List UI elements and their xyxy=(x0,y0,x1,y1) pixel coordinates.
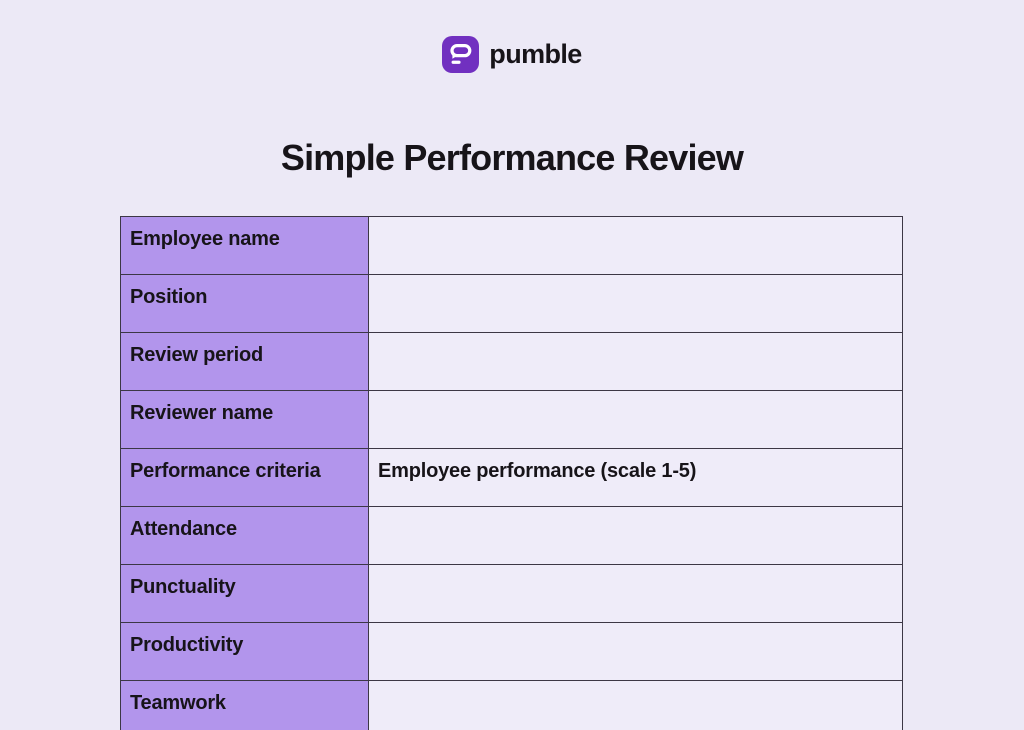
table-row: Employee name xyxy=(120,216,903,275)
row-label: Review period xyxy=(120,332,369,391)
table-row: Reviewer name xyxy=(120,390,903,449)
row-value xyxy=(368,216,903,275)
pumble-speech-bubble-icon xyxy=(442,36,480,73)
row-value xyxy=(368,506,903,565)
review-table-body: Employee name Position Review period Review… xyxy=(120,216,903,730)
row-label: Productivity xyxy=(120,622,369,681)
row-label: Performance criteria xyxy=(120,448,369,507)
brand-logo: pumble xyxy=(0,36,1024,73)
table-row: Position xyxy=(120,274,903,333)
row-label: Attendance xyxy=(120,506,369,565)
table-row: Performance criteria Employee performance… xyxy=(120,448,903,507)
row-value: Employee performance (scale 1-5) xyxy=(368,448,903,507)
table-row: Teamwork xyxy=(120,680,903,730)
brand-wordmark: pumble xyxy=(489,39,582,69)
row-label: Teamwork xyxy=(120,680,369,730)
table-row: Review period xyxy=(120,332,903,391)
row-value xyxy=(368,680,903,730)
row-label: Employee name xyxy=(120,216,369,275)
row-label: Position xyxy=(120,274,369,333)
row-value xyxy=(368,564,903,623)
table-row: Attendance xyxy=(120,506,903,565)
row-value xyxy=(368,390,903,449)
row-value xyxy=(368,274,903,333)
table-row: Punctuality xyxy=(120,564,903,623)
row-value xyxy=(368,622,903,681)
row-label: Punctuality xyxy=(120,564,369,623)
page-title: Simple Performance Review xyxy=(280,137,744,178)
row-label: Reviewer name xyxy=(120,390,369,449)
performance-review-table: Employee name Position Review period Review… xyxy=(120,216,903,730)
row-value xyxy=(368,332,903,391)
table-row: Productivity xyxy=(120,622,903,681)
